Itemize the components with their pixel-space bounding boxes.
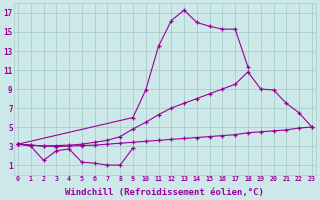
X-axis label: Windchill (Refroidissement éolien,°C): Windchill (Refroidissement éolien,°C) bbox=[66, 188, 264, 197]
